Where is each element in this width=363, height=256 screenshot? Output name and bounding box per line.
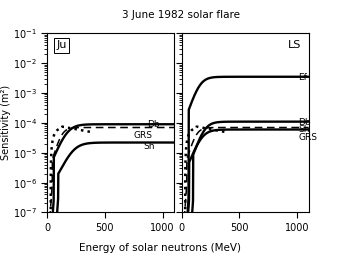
- Text: Db: Db: [147, 121, 160, 130]
- Text: LS: LS: [288, 40, 302, 50]
- Text: Sh: Sh: [143, 142, 154, 151]
- Text: 3 June 1982 solar flare: 3 June 1982 solar flare: [122, 10, 241, 20]
- Text: Ju: Ju: [56, 40, 66, 50]
- Text: Db: Db: [298, 118, 311, 127]
- Text: Ef: Ef: [298, 73, 307, 82]
- Text: Sh: Sh: [298, 125, 310, 134]
- Text: GRS: GRS: [298, 133, 317, 142]
- Text: Energy of solar neutrons (MeV): Energy of solar neutrons (MeV): [79, 243, 241, 253]
- Y-axis label: Sensitivity (m²): Sensitivity (m²): [1, 85, 11, 161]
- Text: GRS: GRS: [134, 131, 153, 140]
